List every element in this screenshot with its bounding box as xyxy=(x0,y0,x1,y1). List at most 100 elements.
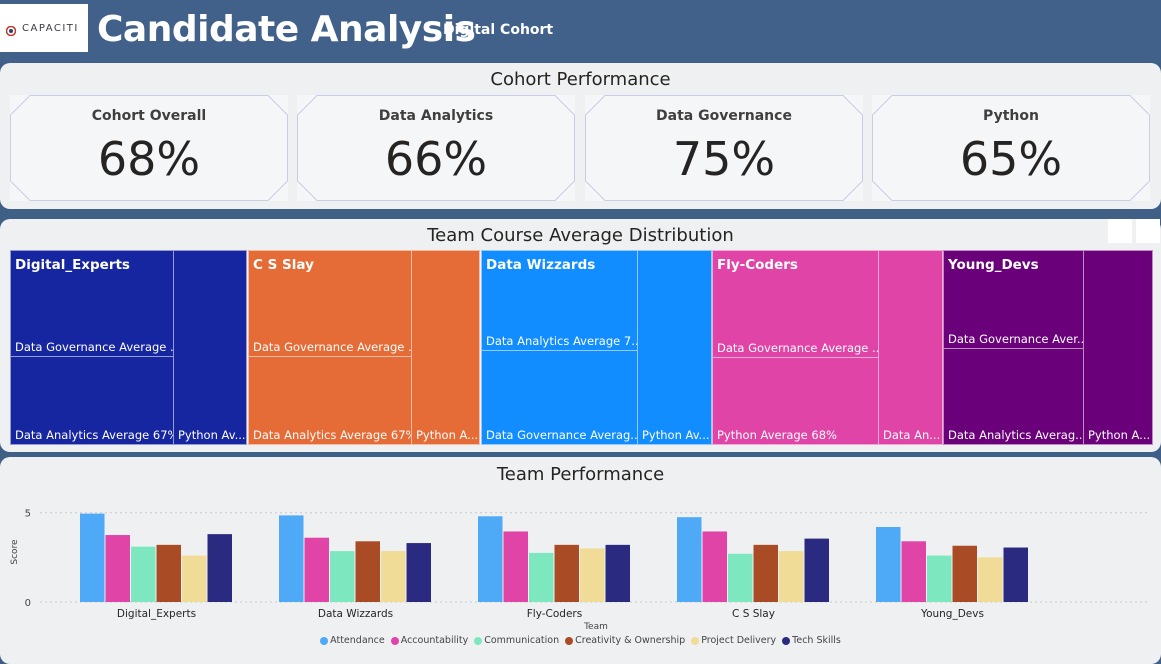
bar-attendance xyxy=(279,515,304,602)
treemap-cell-digital-experts-python[interactable]: Python Av... xyxy=(173,250,247,445)
treemap-cell-label: Data Governance Average ... xyxy=(15,340,173,354)
treemap-cell-data-wizzards-governance[interactable]: Data Governance Averag... xyxy=(481,350,638,445)
kpi-value: 66% xyxy=(384,132,488,186)
x-tick-label: Data Wizzards xyxy=(318,608,393,620)
team-performance-title: Team Performance xyxy=(496,464,665,485)
bar-accountability xyxy=(901,541,926,602)
card-frame xyxy=(297,95,575,201)
bar-creativity-ownership xyxy=(554,544,579,602)
legend-item[interactable]: Attendance xyxy=(320,635,385,646)
legend-item[interactable]: Communication xyxy=(474,635,559,646)
treemap-cell-digital-experts-analytics[interactable]: Data Analytics Average 67% xyxy=(10,356,174,445)
page-title: Candidate Analysis xyxy=(97,9,476,50)
legend-label: Project Delivery xyxy=(701,635,777,646)
treemap-cell-cs-slay-governance[interactable]: C S Slay Data Governance Average ... xyxy=(248,250,412,357)
bar-communication xyxy=(131,546,156,602)
treemap-cell-label: Data Analytics Average 7... xyxy=(486,334,637,348)
kpi-card-python[interactable]: Python 65% xyxy=(872,95,1150,201)
treemap-cell-fly-coders-analytics[interactable]: Data An... xyxy=(878,250,943,445)
treemap-title: Team Course Average Distribution xyxy=(427,225,734,246)
logo-text: CAPACITI xyxy=(22,23,79,34)
y-axis-label: Score xyxy=(10,539,20,565)
bar-tech-skills xyxy=(804,538,829,602)
x-tick-label: Digital_Experts xyxy=(117,608,196,620)
treemap-cell-label: Python Av... xyxy=(178,428,246,442)
bar-project-delivery xyxy=(978,557,1003,602)
kpi-label: Cohort Overall xyxy=(91,108,207,124)
treemap-cell-young-devs-python[interactable]: Python A... xyxy=(1083,250,1153,445)
bar-attendance xyxy=(876,527,901,602)
treemap-cell-label: Python Average 68% xyxy=(717,428,837,442)
bar-communication xyxy=(529,552,554,602)
page-subtitle: Digital Cohort xyxy=(443,22,554,38)
legend-label: Attendance xyxy=(330,635,385,646)
treemap-cell-label: Data An... xyxy=(883,428,941,442)
team-performance-panel: Team Performance 0 5 Score Digital_Experts D… xyxy=(0,457,1161,664)
focus-mode-button[interactable] xyxy=(1108,219,1132,243)
treemap-cell-digital-experts-governance[interactable]: Digital_Experts Data Governance Average … xyxy=(10,250,174,357)
bar-accountability xyxy=(503,531,528,602)
treemap-team-label: C S Slay xyxy=(253,257,314,273)
legend-item[interactable]: Accountability xyxy=(390,635,468,646)
treemap-cell-fly-coders-python[interactable]: Python Average 68% xyxy=(712,357,879,445)
bar-project-delivery xyxy=(779,551,804,602)
bar-attendance xyxy=(80,513,105,602)
treemap-cell-label: Python A... xyxy=(1088,428,1151,442)
card-frame xyxy=(10,95,288,201)
legend-item[interactable]: Project Delivery xyxy=(691,635,776,646)
treemap-cell-cs-slay-analytics[interactable]: Data Analytics Average 67% xyxy=(248,356,412,445)
legend-marker xyxy=(782,636,791,645)
bar-accountability xyxy=(702,531,727,602)
treemap-cell-label: Python Av... xyxy=(642,428,710,442)
treemap-cell-cs-slay-python[interactable]: Python A... xyxy=(411,250,480,445)
kpi-card-cohort-overall[interactable]: Cohort Overall 68% xyxy=(10,95,288,201)
kpi-value: 75% xyxy=(672,132,776,186)
kpi-label: Python xyxy=(983,108,1039,124)
bar-creativity-ownership xyxy=(355,541,380,602)
kpi-label: Data Governance xyxy=(656,108,792,124)
treemap-cell-fly-coders-governance[interactable]: Fly-Coders Data Governance Average ... xyxy=(712,250,879,358)
treemap-cell-data-wizzards-analytics[interactable]: Data Wizzards Data Analytics Average 7..… xyxy=(481,250,638,351)
treemap-team-label: Fly-Coders xyxy=(717,257,798,273)
kpi-value: 65% xyxy=(959,132,1063,186)
legend-marker xyxy=(691,636,700,645)
bar-attendance xyxy=(677,517,702,602)
y-tick-label: 0 xyxy=(25,598,31,609)
treemap-cell-label: Data Governance Averag... xyxy=(486,428,637,442)
legend-item[interactable]: Tech Skills xyxy=(782,635,841,646)
kpi-card-data-governance[interactable]: Data Governance 75% xyxy=(585,95,863,201)
cohort-performance-panel: Cohort Performance Cohort Overall 68% Da… xyxy=(0,63,1161,209)
kpi-label: Data Analytics xyxy=(378,108,494,124)
treemap-cell-label: Data Governance Aver... xyxy=(948,332,1083,346)
legend-label: Tech Skills xyxy=(792,635,841,646)
treemap-team-label: Data Wizzards xyxy=(486,257,596,273)
treemap-cell-label: Data Analytics Average 67% xyxy=(253,428,411,442)
bar-accountability xyxy=(105,535,130,602)
treemap-cell-label: Data Analytics Averag... xyxy=(948,428,1083,442)
treemap-cell-label: Data Governance Average ... xyxy=(253,340,411,354)
treemap-cell-label: Data Analytics Average 67% xyxy=(15,428,173,442)
x-tick-label: C S Slay xyxy=(732,608,775,620)
legend-label: Creativity & Ownership xyxy=(575,635,686,646)
capaciti-logo-icon xyxy=(6,26,16,36)
bar-tech-skills xyxy=(1003,547,1028,602)
bar-tech-skills xyxy=(605,544,630,602)
more-options-button[interactable] xyxy=(1136,219,1160,243)
bar-communication xyxy=(728,553,753,602)
bar-creativity-ownership xyxy=(952,545,977,602)
card-frame xyxy=(585,95,863,201)
treemap-cell-young-devs-analytics[interactable]: Data Analytics Averag... xyxy=(943,348,1084,445)
treemap-cell-data-wizzards-python[interactable]: Python Av... xyxy=(637,250,712,445)
kpi-card-data-analytics[interactable]: Data Analytics 66% xyxy=(297,95,575,201)
legend-item[interactable]: Creativity & Ownership xyxy=(565,635,685,646)
treemap-team-label: Young_Devs xyxy=(948,257,1039,273)
cohort-performance-title: Cohort Performance xyxy=(490,69,671,90)
team-performance-chart: 0 5 Score Digital_Experts Data Wizzards Fly-C… xyxy=(10,509,1150,632)
x-tick-label: Fly-Coders xyxy=(527,608,582,620)
legend-marker xyxy=(390,636,399,645)
bar-creativity-ownership xyxy=(753,544,778,602)
treemap-cell-young-devs-governance[interactable]: Young_Devs Data Governance Aver... xyxy=(943,250,1084,349)
bar-attendance xyxy=(478,516,503,602)
bar-communication xyxy=(927,555,952,602)
x-tick-label: Young_Devs xyxy=(920,608,984,620)
